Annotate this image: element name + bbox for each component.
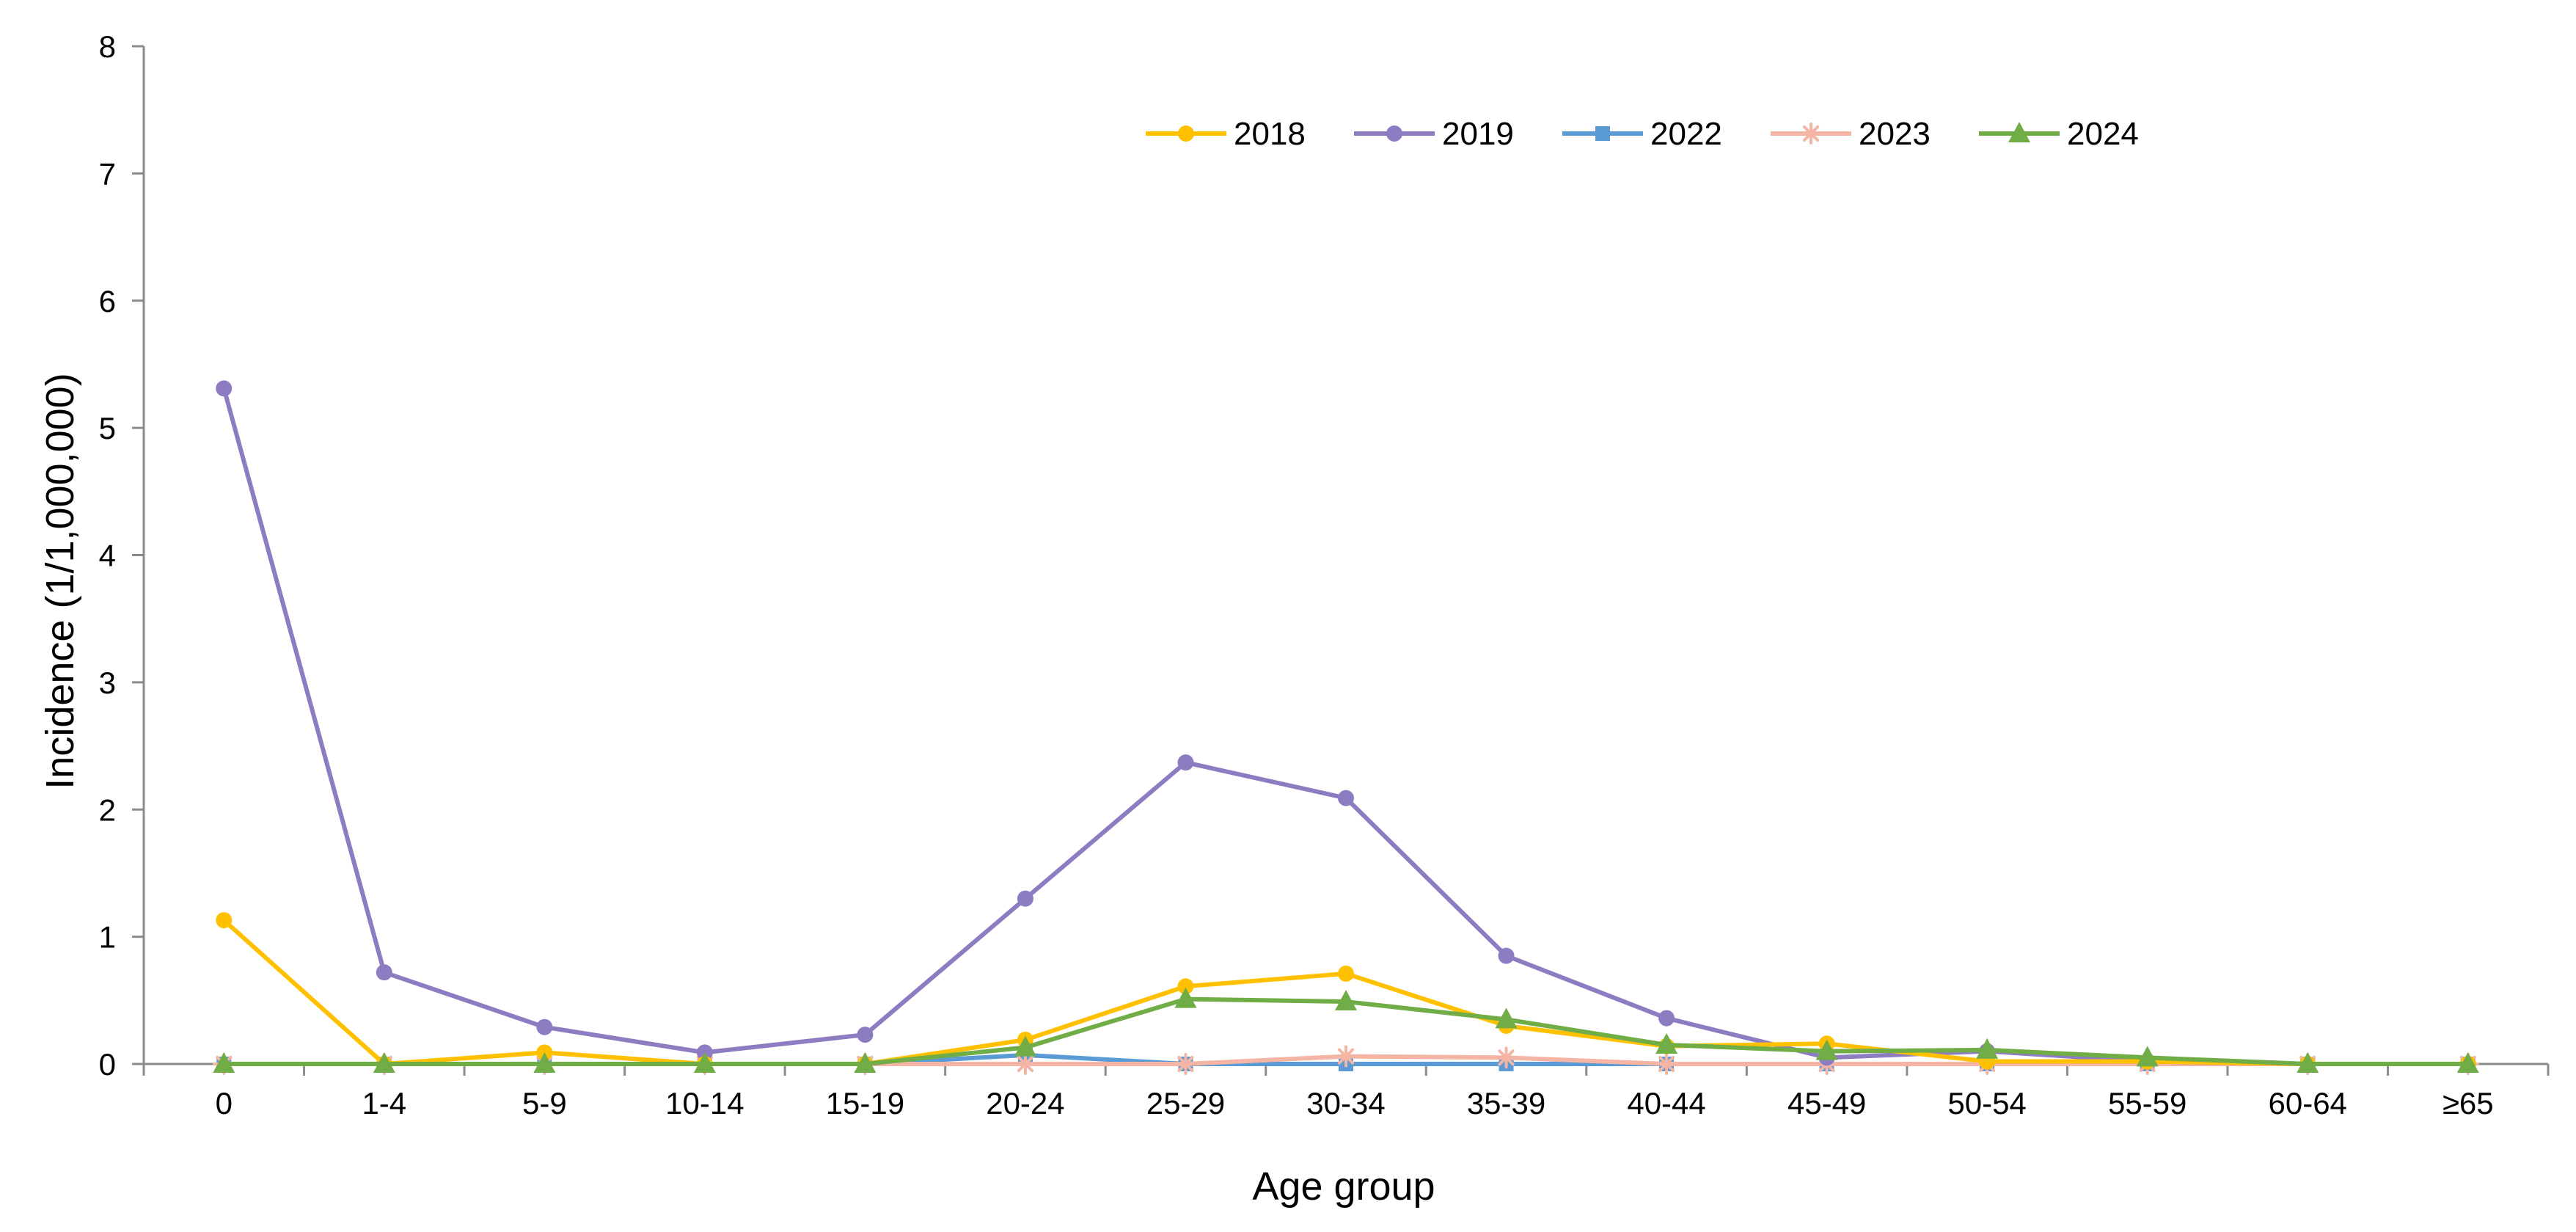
x-tick-label: 15-19 [826, 1086, 904, 1120]
data-point-2024 [1335, 990, 1357, 1011]
x-tick-label: 25-29 [1146, 1086, 1225, 1120]
legend-marker [2008, 122, 2030, 142]
data-point-2024 [2456, 1052, 2479, 1073]
y-tick-label: 0 [99, 1047, 116, 1082]
legend-item-2018: 2018 [1146, 116, 1306, 152]
y-tick-label: 1 [99, 920, 116, 955]
legend: 2018 2019 2022 2023 2024 [1146, 116, 2139, 152]
star-stroke [1017, 1055, 1034, 1073]
legend-label: 2023 [1859, 116, 1931, 152]
star-stroke [1337, 1048, 1355, 1065]
data-point-2024 [1976, 1038, 1999, 1059]
data-point-2018 [1338, 965, 1354, 982]
star-stroke [1658, 1055, 1675, 1073]
legend-item-2022: 2022 [1562, 116, 1722, 152]
x-tick-label: 45-49 [1788, 1086, 1866, 1120]
x-tick-label: 50-54 [1947, 1086, 2026, 1120]
axes: 0 1 2 3 4 5 6 7 8 0 1-4 5-9 10-14 15-19 20-24 25-29 30-3… [99, 29, 2550, 1120]
series-layer [213, 380, 2479, 1075]
y-tick-label: 5 [99, 411, 116, 445]
x-tick-label: 30-34 [1306, 1086, 1385, 1120]
legend-marker [1178, 125, 1194, 142]
x-tick-label: 20-24 [986, 1086, 1064, 1120]
data-point-2024 [2136, 1046, 2159, 1067]
star-stroke [1177, 1055, 1194, 1073]
x-axis-title: Age group [1252, 1164, 1435, 1209]
data-point-2024 [213, 1052, 235, 1073]
x-tick-label: 0 [216, 1086, 233, 1120]
star-stroke [1498, 1049, 1515, 1066]
x-tick-label: 35-39 [1467, 1086, 1545, 1120]
legend-label: 2024 [2067, 116, 2139, 152]
data-point-2024 [373, 1052, 395, 1073]
x-tick-label: 10-14 [665, 1086, 744, 1120]
data-point-2019 [1177, 754, 1194, 771]
data-point-2024 [533, 1052, 556, 1073]
series-line-2019 [222, 387, 2468, 1066]
y-tick-label: 2 [99, 792, 116, 827]
legend-marker [1386, 125, 1402, 142]
legend-marker [1800, 123, 1822, 145]
data-point-2019 [1017, 890, 1033, 907]
data-point-2019 [857, 1027, 874, 1043]
data-point-2024 [1014, 1035, 1036, 1057]
data-point-2019 [1658, 1010, 1675, 1027]
series-2024 [213, 987, 2479, 1073]
y-tick-label: 4 [99, 539, 116, 573]
data-point-2024 [1815, 1039, 1838, 1060]
data-point-2019 [1498, 947, 1515, 964]
legend-item-2023: 2023 [1771, 116, 1931, 152]
data-point-2024 [2297, 1052, 2319, 1073]
legend-label: 2019 [1442, 116, 1514, 152]
data-point-2018 [1177, 978, 1194, 995]
data-point-2019 [536, 1018, 553, 1035]
y-tick-label: 7 [99, 156, 116, 191]
star-stroke [1802, 125, 1820, 142]
x-tick-label: 1-4 [362, 1086, 406, 1120]
y-tick-label: 3 [99, 666, 116, 700]
x-tick-label: 60-64 [2268, 1086, 2346, 1120]
data-point-2018 [216, 912, 233, 929]
data-point-2024 [1655, 1032, 1678, 1054]
legend-label: 2018 [1234, 116, 1306, 152]
x-tick-label: ≥65 [2443, 1086, 2494, 1120]
data-point-2024 [693, 1052, 716, 1073]
y-tick-label: 6 [99, 284, 116, 318]
data-point-2019 [376, 964, 392, 981]
data-point-2023 [1174, 1053, 1197, 1075]
legend-marker [1595, 126, 1610, 141]
y-tick-label: 8 [99, 29, 116, 64]
data-point-2023 [1014, 1053, 1036, 1075]
legend-item-2019: 2019 [1354, 116, 1514, 152]
data-point-2019 [216, 380, 233, 397]
data-point-2023 [1495, 1046, 1518, 1069]
data-point-2019 [1338, 790, 1354, 806]
data-point-2023 [1335, 1045, 1357, 1068]
x-tick-label: 5-9 [522, 1086, 567, 1120]
data-point-2024 [1174, 987, 1197, 1008]
legend-label: 2022 [1650, 116, 1722, 152]
data-point-2024 [854, 1052, 877, 1073]
data-point-2023 [1655, 1053, 1678, 1075]
x-tick-label: 40-44 [1627, 1086, 1705, 1120]
data-point-2024 [1495, 1007, 1518, 1029]
legend-item-2024: 2024 [1979, 116, 2139, 152]
x-tick-label: 55-59 [2108, 1086, 2187, 1120]
y-axis-title: Incidence (1/1,000,000) [38, 373, 82, 789]
